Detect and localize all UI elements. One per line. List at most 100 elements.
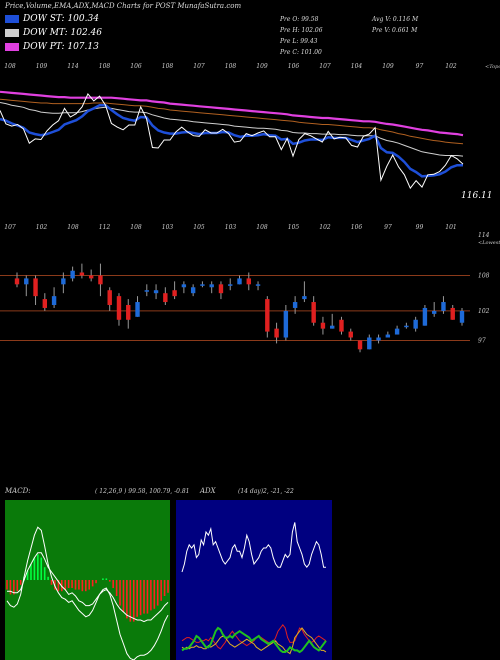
bottom-price-label: 97 (384, 224, 392, 231)
candle-chart: 108 102 97 114<Lowest (0, 232, 500, 353)
candle-body (441, 302, 446, 311)
top-price-label: 109 (36, 63, 48, 70)
candle-body (246, 278, 251, 285)
ema-series-line (0, 102, 464, 157)
top-price-label: 114 (67, 63, 79, 70)
legend-label-st: DOW ST: 100.34 (23, 14, 99, 24)
candle-body (367, 337, 372, 350)
top-price-label: 108 (162, 63, 174, 70)
bottom-price-label: 108 (130, 224, 142, 231)
candle-body (311, 302, 316, 323)
adx-line (181, 627, 327, 655)
candle-body (237, 278, 242, 285)
candle-body (200, 284, 205, 286)
candle-body (339, 319, 344, 332)
candle-body (70, 270, 75, 279)
candle-body (394, 328, 400, 335)
candle-body (14, 278, 20, 285)
info-pre-close: Pre C: 101.00 (280, 49, 322, 56)
candle-body (61, 278, 66, 285)
top-price-label: 108 (4, 63, 16, 70)
info-pre-volume: Pre V: 0.661 M (372, 27, 418, 34)
candle-body (116, 296, 122, 320)
chart-title: Price,Volume,EMA,ADX,MACD Charts for POS… (5, 2, 242, 10)
candle-body (88, 275, 94, 279)
candle-body (172, 290, 177, 297)
candle-body (190, 287, 196, 294)
candle-body (422, 307, 428, 326)
candle-body (163, 293, 168, 303)
top-price-label: 107 (319, 63, 331, 70)
candle-body (144, 290, 149, 292)
macd-line (6, 526, 169, 660)
ticker-label-top: <Topo (485, 64, 500, 70)
bottom-price-label: 112 (99, 224, 111, 231)
top-price-label: 104 (351, 63, 363, 70)
bottom-price-label: 108 (67, 224, 79, 231)
candle-body (404, 325, 409, 328)
top-price-label: 109 (382, 63, 394, 70)
bottom-price-label: 105 (193, 224, 205, 231)
candle-body (218, 284, 224, 294)
top-price-label: 108 (225, 63, 237, 70)
adx-chart: ADX (14 day)2, -21, -22 (176, 487, 332, 660)
candle-body (98, 275, 103, 285)
legend-dow-mt: DOW MT: 102.46 (5, 28, 102, 38)
candle-body (79, 272, 85, 276)
candle-body (153, 290, 159, 294)
candle-body (283, 310, 289, 338)
top-price-label: 97 (416, 63, 424, 70)
adx-params: (14 day)2, -21, -22 (238, 488, 294, 495)
candle-body (181, 284, 187, 288)
macd-chart: MACD: ( 12,26,9 ) 99.58, 100.79, -0.81 (4, 487, 190, 660)
top-price-label: 106 (130, 63, 142, 70)
bottom-price-label: 103 (225, 224, 237, 231)
candle-body (302, 296, 307, 300)
candle-body (450, 307, 455, 320)
bottom-price-label: 103 (162, 224, 174, 231)
adx-line (181, 522, 326, 573)
candle-body (42, 299, 48, 308)
level-label: 97 (478, 337, 486, 344)
info-pre-high: Pre H: 102.06 (280, 27, 323, 34)
info-avg-volume: Avg V: 0.116 M (372, 16, 419, 23)
top-price-label: 102 (445, 63, 457, 70)
top-price-label: 108 (99, 63, 111, 70)
candle-body (107, 290, 112, 305)
info-pre-open: Pre O: 99.58 (280, 16, 319, 23)
macd-label: MACD: (4, 487, 31, 495)
adx-line (181, 626, 327, 654)
bottom-price-label: 101 (445, 224, 456, 231)
info-pre-low: Pre L: 99.43 (280, 38, 318, 45)
macd-line (7, 552, 169, 623)
ema-series-line (0, 103, 463, 178)
current-price-label: 116.11 (461, 191, 493, 201)
candle-body (376, 337, 381, 341)
candle-body (135, 302, 140, 317)
candle-body (292, 302, 298, 308)
candle-body (274, 328, 279, 338)
bottom-price-label: 105 (288, 224, 300, 231)
legend-dow-st: DOW ST: 100.34 (5, 14, 99, 24)
bottom-price-label: 107 (4, 224, 16, 231)
legend-swatch-mt (5, 29, 19, 37)
candle-body (265, 299, 270, 332)
legend-label-pt: DOW PT: 107.13 (23, 42, 99, 52)
top-price-label: 107 (193, 63, 205, 70)
ema-chart: 108 109 114 108 106 108 107 108 109 106 107 104 109 9… (0, 63, 500, 231)
candle-body (330, 325, 335, 329)
candle-body (357, 340, 363, 350)
macd-params: ( 12,26,9 ) 99.58, 100.79, -0.81 (95, 488, 190, 495)
candle-body (228, 284, 233, 286)
candle-top-label: 114 (478, 232, 490, 239)
bottom-price-label: 108 (256, 224, 268, 231)
candle-body (51, 296, 57, 305)
candle-body (385, 334, 391, 338)
candle-body (431, 310, 437, 314)
candle-body (255, 284, 261, 286)
legend-swatch-pt (5, 43, 19, 51)
candle-body (24, 278, 29, 285)
bottom-price-label: 106 (351, 224, 363, 231)
candle-body (459, 310, 465, 323)
